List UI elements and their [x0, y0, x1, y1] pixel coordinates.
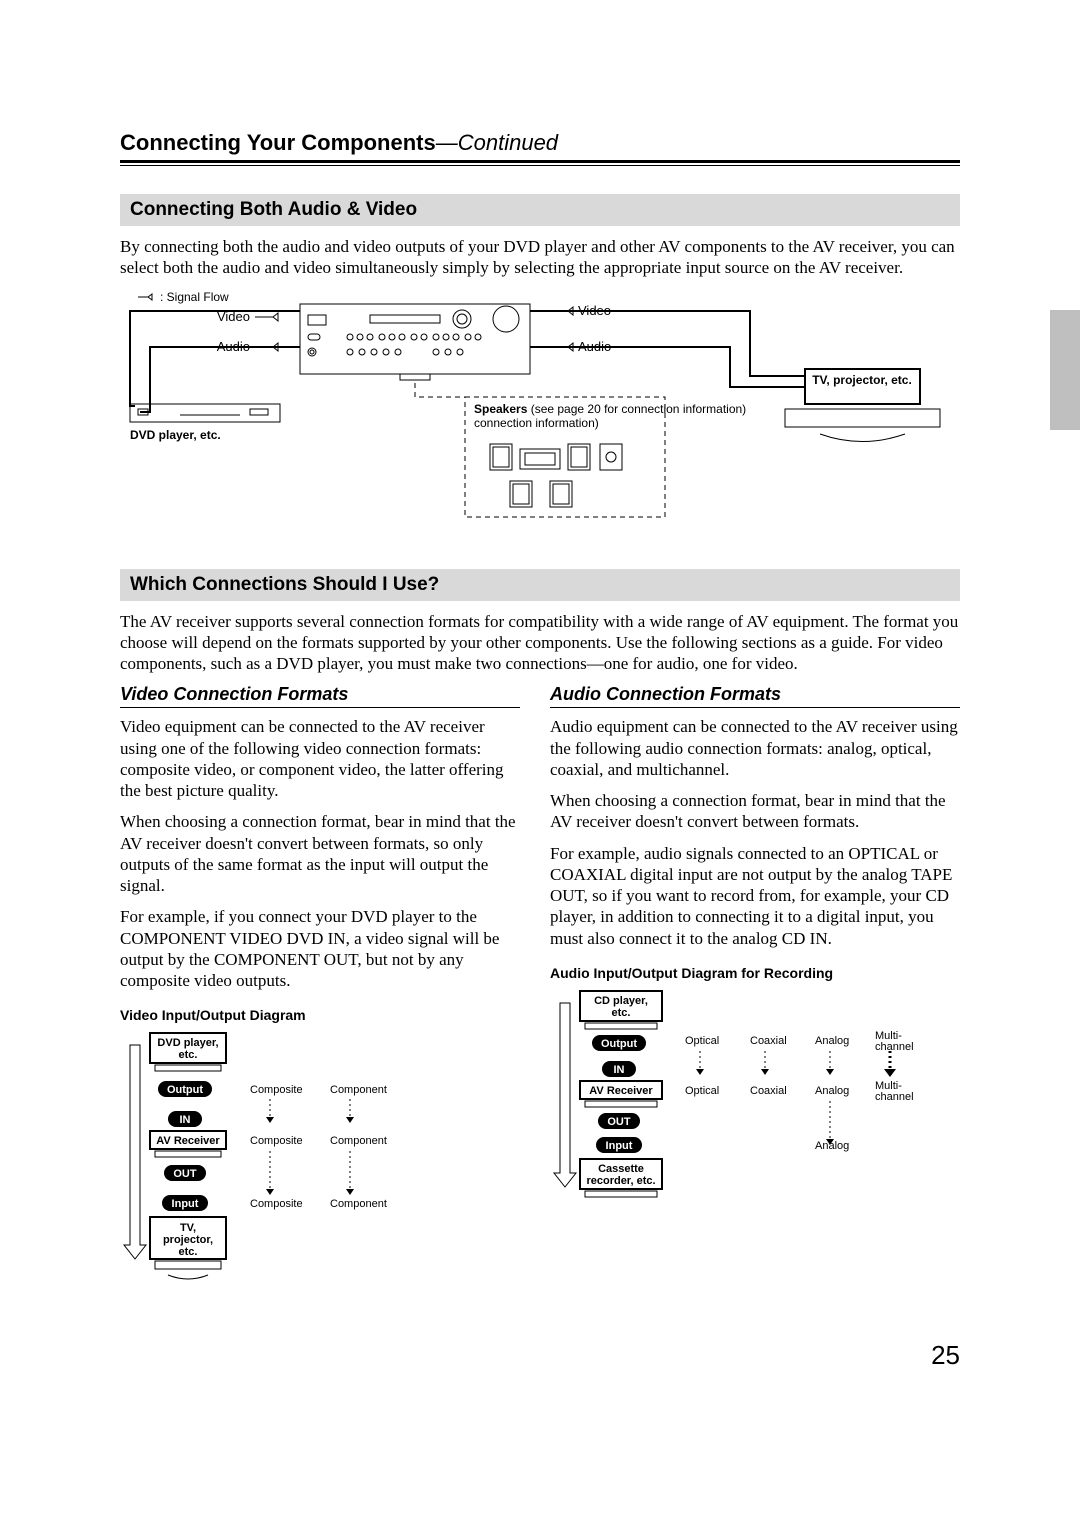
- section-heading-audio-video: Connecting Both Audio & Video: [120, 194, 960, 226]
- svg-text:TV,: TV,: [180, 1222, 196, 1234]
- svg-text:Output: Output: [601, 1038, 637, 1050]
- audio-p3: For example, audio signals connected to …: [550, 843, 960, 949]
- svg-text:channel: channel: [875, 1091, 914, 1103]
- svg-text:Coaxial: Coaxial: [750, 1085, 787, 1097]
- audio-diagram-title: Audio Input/Output Diagram for Recording: [550, 965, 960, 981]
- svg-text:Speakers (see page 20 for conn: Speakers (see page 20 for connection inf…: [474, 402, 746, 416]
- video-formats-heading: Video Connection Formats: [120, 684, 520, 708]
- audio-io-diagram: CD player, etc. Output Optical Coaxial A…: [550, 989, 960, 1219]
- svg-text:IN: IN: [614, 1064, 625, 1076]
- title-suffix: —Continued: [436, 130, 558, 155]
- title-main: Connecting Your Components: [120, 130, 436, 155]
- svg-text:OUT: OUT: [607, 1116, 631, 1128]
- svg-text:AV Receiver: AV Receiver: [156, 1135, 220, 1147]
- svg-text:channel: channel: [875, 1041, 914, 1053]
- audio-p1: Audio equipment can be connected to the …: [550, 716, 960, 780]
- svg-text:Input: Input: [606, 1140, 633, 1152]
- connection-diagram: : Signal Flow Video Audio: [120, 289, 960, 549]
- svg-text:CD player,: CD player,: [594, 995, 648, 1007]
- svg-text:recorder, etc.: recorder, etc.: [586, 1175, 655, 1187]
- audio-formats-heading: Audio Connection Formats: [550, 684, 960, 708]
- page-number: 25: [931, 1340, 960, 1371]
- video-diagram-title: Video Input/Output Diagram: [120, 1007, 520, 1023]
- svg-text:Composite: Composite: [250, 1084, 303, 1096]
- svg-text:Component: Component: [330, 1135, 387, 1147]
- audio-column: Audio Connection Formats Audio equipment…: [550, 684, 960, 1311]
- svg-text:etc.: etc.: [179, 1246, 198, 1258]
- svg-text:Optical: Optical: [685, 1035, 719, 1047]
- section2-body: The AV receiver supports several connect…: [120, 611, 960, 675]
- svg-text:IN: IN: [180, 1114, 191, 1126]
- svg-text:Component: Component: [330, 1084, 387, 1096]
- svg-text:Optical: Optical: [685, 1085, 719, 1097]
- svg-text:DVD player, etc.: DVD player, etc.: [130, 428, 221, 442]
- video-p3: For example, if you connect your DVD pla…: [120, 906, 520, 991]
- svg-text:Composite: Composite: [250, 1198, 303, 1210]
- section1-body: By connecting both the audio and video o…: [120, 236, 960, 279]
- two-columns: Video Connection Formats Video equipment…: [120, 684, 960, 1311]
- page-title: Connecting Your Components—Continued: [120, 130, 960, 156]
- svg-text:Output: Output: [167, 1084, 203, 1096]
- svg-text:DVD player,: DVD player,: [157, 1037, 218, 1049]
- title-rule: [120, 160, 960, 166]
- svg-text:AV Receiver: AV Receiver: [589, 1085, 653, 1097]
- video-io-diagram: DVD player, etc. Output Composite Compon…: [120, 1031, 420, 1291]
- svg-text:OUT: OUT: [173, 1168, 197, 1180]
- video-column: Video Connection Formats Video equipment…: [120, 684, 520, 1311]
- side-tab: [1050, 310, 1080, 430]
- svg-text:Component: Component: [330, 1198, 387, 1210]
- svg-text:Composite: Composite: [250, 1135, 303, 1147]
- page-content: Connecting Your Components—Continued Con…: [120, 130, 960, 1311]
- svg-text:etc.: etc.: [179, 1049, 198, 1061]
- svg-text:Analog: Analog: [815, 1035, 849, 1047]
- audio-p2: When choosing a connection format, bear …: [550, 790, 960, 833]
- legend-signal-flow: : Signal Flow: [160, 290, 229, 304]
- svg-text:Analog: Analog: [815, 1085, 849, 1097]
- svg-text:etc.: etc.: [612, 1007, 631, 1019]
- svg-text:Analog: Analog: [815, 1140, 849, 1152]
- video-p1: Video equipment can be connected to the …: [120, 716, 520, 801]
- video-p2: When choosing a connection format, bear …: [120, 811, 520, 896]
- svg-text:projector,: projector,: [163, 1234, 213, 1246]
- svg-text:Input: Input: [172, 1198, 199, 1210]
- section-heading-which: Which Connections Should I Use?: [120, 569, 960, 601]
- svg-text:Cassette: Cassette: [598, 1163, 644, 1175]
- svg-text:TV, projector, etc.: TV, projector, etc.: [812, 373, 912, 387]
- svg-text:connection information): connection information): [474, 416, 599, 430]
- svg-text:Coaxial: Coaxial: [750, 1035, 787, 1047]
